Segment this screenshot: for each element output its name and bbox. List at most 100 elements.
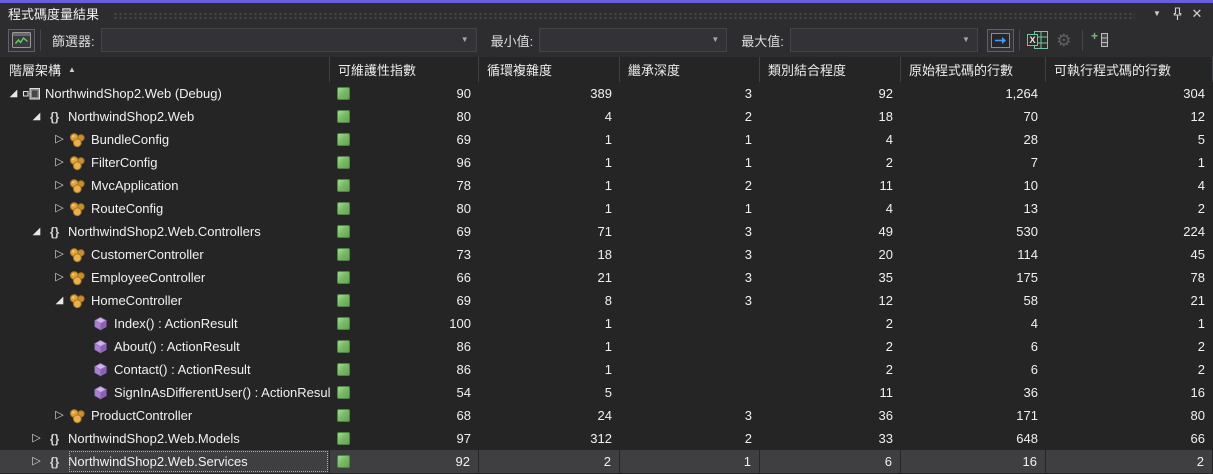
tree-expander-collapsed-icon[interactable]: ▷ [55, 409, 64, 421]
toolbar-separator [1018, 29, 1020, 51]
cell-depth-of-inheritance: 3 [620, 220, 760, 243]
table-row[interactable]: ▷ RouteConfig 80 1 1 4 13 2 [0, 197, 1213, 220]
window-menu-chevron-down-icon[interactable]: ▼ [1147, 5, 1167, 22]
cell-value: 10 [1023, 178, 1038, 193]
cell-value: 4 [1030, 316, 1038, 331]
cell-value: 18 [597, 247, 612, 262]
cell-depth-of-inheritance: 3 [620, 289, 760, 312]
cell-value: 1 [604, 339, 612, 354]
column-header-lines-of-source-code[interactable]: 原始程式碼的行數 [901, 57, 1046, 82]
column-header-maintainability-index[interactable]: 可維護性指數 [330, 57, 479, 82]
cell-hierarchy: ◢ NorthwindShop2.Web (Debug) [0, 82, 330, 105]
tree-expander-expanded-icon[interactable]: ◢ [55, 295, 64, 306]
row-label-area: CustomerController [91, 243, 330, 266]
tree-expander-collapsed-icon[interactable]: ▷ [55, 271, 64, 283]
row-label: BundleConfig [91, 132, 170, 147]
table-row[interactable]: ▷ {} NorthwindShop2.Web.Models 97 312 2 33 648 6… [0, 427, 1213, 450]
table-row[interactable]: ▷ CustomerController 73 18 3 20 114 45 [0, 243, 1213, 266]
maintainability-status-indicator [337, 271, 350, 284]
settings-gear-icon[interactable]: ⚙ [1051, 27, 1077, 53]
cell-hierarchy: ▷ ProductController [0, 404, 330, 427]
cell-value: 1 [744, 155, 752, 170]
class-icon [68, 154, 87, 171]
table-row[interactable]: ▷ EmployeeController 66 21 3 35 175 78 [0, 266, 1213, 289]
row-label-area: HomeController [91, 289, 330, 312]
row-label-area: BundleConfig [91, 128, 330, 151]
cell-cyclomatic-complexity: 24 [479, 404, 620, 427]
cell-maintainability-index: 54 [330, 381, 479, 404]
tree-expander-expanded-icon[interactable]: ◢ [32, 111, 41, 122]
column-header-lines-of-executable-code[interactable]: 可執行程式碼的行數 [1046, 57, 1213, 82]
cell-cyclomatic-complexity: 312 [479, 427, 620, 450]
row-label: Contact() : ActionResult [114, 362, 251, 377]
cell-value: 2 [885, 339, 893, 354]
cell-lines-of-executable-code: 4 [1046, 174, 1213, 197]
table-row[interactable]: Index() : ActionResult 100 1 2 4 1 [0, 312, 1213, 335]
tree-expander-expanded-icon[interactable]: ◢ [32, 226, 41, 237]
pin-icon[interactable] [1167, 5, 1187, 22]
cell-hierarchy: ▷ CustomerController [0, 243, 330, 266]
tree-expander-collapsed-icon[interactable]: ▷ [55, 133, 64, 145]
close-icon[interactable]: ✕ [1187, 5, 1207, 22]
cell-lines-of-executable-code: 224 [1046, 220, 1213, 243]
apply-filter-arrow-right-icon[interactable] [986, 28, 1014, 52]
cell-hierarchy: ▷ RouteConfig [0, 197, 330, 220]
cell-value: 1 [1197, 316, 1205, 331]
table-row[interactable]: ◢ HomeController 69 8 3 12 58 21 [0, 289, 1213, 312]
column-header-hierarchy[interactable]: 階層架構 ▲ [0, 57, 330, 82]
export-to-excel-icon[interactable]: X [1025, 27, 1051, 53]
column-header-depth-of-inheritance[interactable]: 繼承深度 [620, 57, 760, 82]
cell-lines-of-executable-code: 2 [1046, 335, 1213, 358]
max-value-combobox[interactable]: ▼ [789, 28, 978, 52]
cell-hierarchy: ◢ {} NorthwindShop2.Web.Controllers [0, 220, 330, 243]
cell-value: 54 [456, 385, 471, 400]
chevron-down-icon: ▼ [711, 35, 720, 44]
table-row[interactable]: Contact() : ActionResult 86 1 2 6 2 [0, 358, 1213, 381]
tree-expander-collapsed-icon[interactable]: ▷ [55, 179, 64, 191]
cell-value: 224 [1183, 224, 1205, 239]
cell-value: 1 [604, 362, 612, 377]
cell-lines-of-executable-code: 304 [1046, 82, 1213, 105]
cell-value: 24 [597, 408, 612, 423]
table-row[interactable]: ◢ NorthwindShop2.Web (Debug) 90 389 3 92 1,264… [0, 82, 1213, 105]
table-row[interactable]: ◢ {} NorthwindShop2.Web.Controllers 69 71 3 49… [0, 220, 1213, 243]
add-column-icon[interactable]: + [1088, 27, 1114, 53]
table-row[interactable]: ▷ BundleConfig 69 1 1 4 28 5 [0, 128, 1213, 151]
cell-hierarchy: Contact() : ActionResult [0, 358, 330, 381]
table-row[interactable]: ▷ MvcApplication 78 1 2 11 10 4 [0, 174, 1213, 197]
row-label-area: NorthwindShop2.Web [68, 105, 330, 128]
table-row[interactable]: SignInAsDifferentUser() : ActionResult 54… [0, 381, 1213, 404]
tree-expander-collapsed-icon[interactable]: ▷ [32, 432, 41, 444]
cell-cyclomatic-complexity: 1 [479, 312, 620, 335]
tree-expander-collapsed-icon[interactable]: ▷ [55, 248, 64, 260]
tree-expander-collapsed-icon[interactable]: ▷ [32, 455, 41, 467]
cell-class-coupling: 2 [760, 358, 901, 381]
cell-lines-of-executable-code: 16 [1046, 381, 1213, 404]
cell-class-coupling: 2 [760, 151, 901, 174]
row-label-area: About() : ActionResult [114, 335, 330, 358]
namespace-icon: {} [49, 224, 60, 239]
cell-hierarchy: About() : ActionResult [0, 335, 330, 358]
cell-lines-of-source-code: 175 [901, 266, 1046, 289]
cell-value: 21 [1190, 293, 1205, 308]
min-value-combobox[interactable]: ▼ [539, 28, 728, 52]
cell-value: 3 [744, 224, 752, 239]
maintainability-status-indicator [337, 455, 350, 468]
table-row[interactable]: About() : ActionResult 86 1 2 6 2 [0, 335, 1213, 358]
row-label-area: EmployeeController [91, 266, 330, 289]
row-label: NorthwindShop2.Web.Services [68, 454, 248, 469]
tree-expander-collapsed-icon[interactable]: ▷ [55, 156, 64, 168]
tree-expander-expanded-icon[interactable]: ◢ [9, 88, 18, 99]
filter-combobox[interactable]: ▼ [100, 28, 477, 52]
table-row[interactable]: ◢ {} NorthwindShop2.Web 80 4 2 18 70 12 [0, 105, 1213, 128]
titlebar[interactable]: 程式碼度量結果 ▼ ✕ [0, 3, 1213, 24]
column-header-cyclomatic-complexity[interactable]: 循環複雜度 [479, 57, 620, 82]
column-header-class-coupling[interactable]: 類別結合程度 [760, 57, 901, 82]
table-row[interactable]: ▷ ProductController 68 24 3 36 171 80 [0, 404, 1213, 427]
cell-depth-of-inheritance: 1 [620, 151, 760, 174]
titlebar-drag-handle[interactable] [113, 11, 1135, 19]
tree-expander-collapsed-icon[interactable]: ▷ [55, 202, 64, 214]
table-row[interactable]: ▷ FilterConfig 96 1 1 2 7 1 [0, 151, 1213, 174]
table-row[interactable]: ▷{} NorthwindShop2.Web.Services 92 2 1 6 16 2 [0, 450, 1213, 473]
create-metrics-chart-icon[interactable] [8, 28, 35, 52]
